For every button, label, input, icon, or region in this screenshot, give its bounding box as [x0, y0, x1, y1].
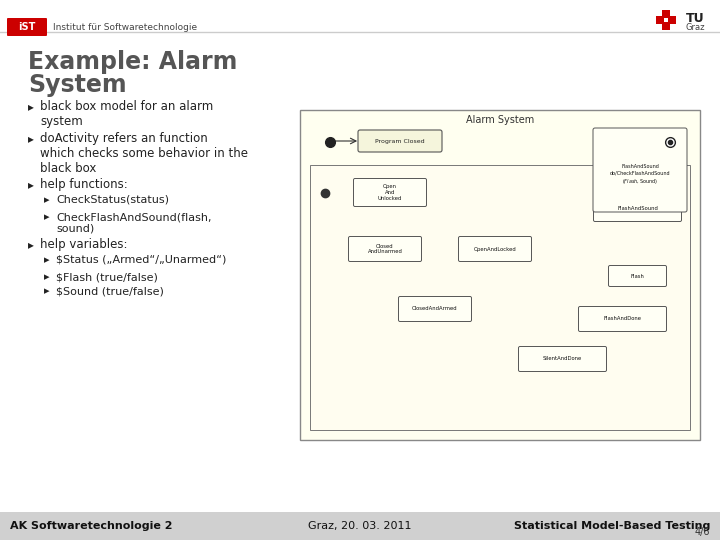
FancyBboxPatch shape: [358, 130, 442, 152]
Text: FlashAndSound: FlashAndSound: [617, 206, 658, 212]
Text: System: System: [28, 73, 127, 97]
Text: $Status („Armed“/„Unarmed“): $Status („Armed“/„Unarmed“): [56, 255, 226, 265]
Bar: [300, 110, 700, 440]
Text: help functions:: help functions:: [40, 178, 127, 191]
Text: AK Softwaretechnologie 2: AK Softwaretechnologie 2: [10, 521, 173, 531]
Text: ▸: ▸: [44, 212, 50, 222]
Text: Graz, 20. 03. 2011: Graz, 20. 03. 2011: [308, 521, 412, 531]
Text: CheckFlashAndSound(flash,
sound): CheckFlashAndSound(flash, sound): [56, 212, 212, 234]
Text: FlashAndDone: FlashAndDone: [603, 316, 642, 321]
Text: FlashAndSound
do/CheckFlashAndSound
($Flash,$Sound): FlashAndSound do/CheckFlashAndSound ($Fl…: [610, 165, 670, 186]
Text: Closed
AndUnarmed: Closed AndUnarmed: [368, 244, 402, 254]
Text: ▸: ▸: [28, 238, 34, 251]
FancyBboxPatch shape: [348, 237, 421, 261]
Text: iST: iST: [18, 22, 36, 32]
Text: SilentAndDone: SilentAndDone: [543, 356, 582, 361]
FancyBboxPatch shape: [398, 296, 472, 321]
FancyBboxPatch shape: [656, 16, 664, 24]
FancyBboxPatch shape: [518, 347, 606, 372]
Text: Statistical Model-Based Testing: Statistical Model-Based Testing: [513, 521, 710, 531]
Text: ▸: ▸: [44, 255, 50, 265]
FancyBboxPatch shape: [459, 237, 531, 261]
Text: 4/6: 4/6: [695, 527, 710, 537]
Text: CheckStatus(status): CheckStatus(status): [56, 195, 169, 205]
Text: ▸: ▸: [28, 178, 34, 191]
FancyBboxPatch shape: [608, 266, 667, 287]
FancyBboxPatch shape: [7, 18, 47, 36]
Text: OpenAndLocked: OpenAndLocked: [474, 246, 516, 252]
FancyBboxPatch shape: [662, 10, 670, 18]
Bar: [310, 165, 690, 430]
Bar: [0, 512, 720, 540]
FancyBboxPatch shape: [593, 197, 682, 221]
FancyBboxPatch shape: [593, 128, 687, 212]
Text: Alarm System: Alarm System: [466, 115, 534, 125]
Text: Example: Alarm: Example: Alarm: [28, 50, 238, 74]
Text: $Flash (true/false): $Flash (true/false): [56, 272, 158, 282]
Text: TU: TU: [686, 11, 705, 24]
Text: ▸: ▸: [44, 272, 50, 282]
Text: help variables:: help variables:: [40, 238, 127, 251]
Text: ▸: ▸: [44, 286, 50, 296]
FancyBboxPatch shape: [662, 22, 670, 30]
Text: Program Closed: Program Closed: [375, 138, 425, 144]
Text: ▸: ▸: [28, 100, 34, 113]
Text: Graz: Graz: [686, 23, 706, 31]
Text: Open
And
Unlocked: Open And Unlocked: [378, 184, 402, 201]
FancyBboxPatch shape: [578, 307, 667, 332]
Text: ▸: ▸: [44, 195, 50, 205]
Text: black box model for an alarm
system: black box model for an alarm system: [40, 100, 213, 128]
FancyBboxPatch shape: [354, 179, 426, 206]
Text: $Sound (true/false): $Sound (true/false): [56, 286, 164, 296]
Text: Institut für Softwaretechnologie: Institut für Softwaretechnologie: [53, 23, 197, 31]
Text: ▸: ▸: [28, 132, 34, 145]
Text: doActivity refers an function
which checks some behavior in the
black box: doActivity refers an function which chec…: [40, 132, 248, 175]
Text: ClosedAndArmed: ClosedAndArmed: [412, 307, 458, 312]
Text: Flash: Flash: [631, 273, 644, 279]
FancyBboxPatch shape: [668, 16, 676, 24]
